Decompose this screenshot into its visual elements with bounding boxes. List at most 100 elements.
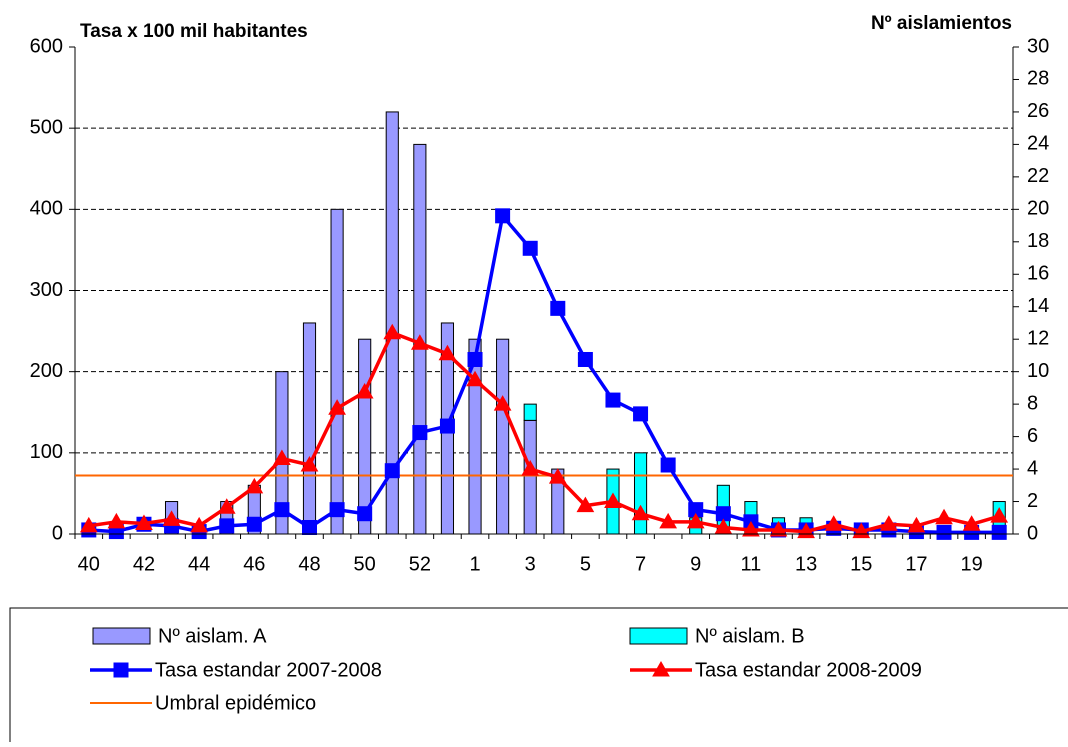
x-tick-label: 3 bbox=[525, 553, 536, 575]
y-tick-label: 600 bbox=[30, 35, 63, 57]
marker bbox=[659, 512, 678, 529]
marker bbox=[467, 351, 483, 367]
legend-label: Tasa estandar 2007-2008 bbox=[155, 659, 382, 681]
x-tick-label: 19 bbox=[960, 553, 982, 575]
bar bbox=[523, 419, 537, 535]
marker bbox=[605, 392, 621, 408]
legend-box bbox=[9, 607, 1068, 747]
marker bbox=[273, 449, 291, 466]
marker bbox=[577, 351, 593, 367]
legend-label: Umbral epidémico bbox=[155, 692, 316, 714]
y2-tick-label: 4 bbox=[1027, 457, 1038, 479]
x-tick-label: 13 bbox=[795, 553, 817, 575]
marker bbox=[824, 515, 843, 531]
y-tick-label: 0 bbox=[52, 522, 63, 544]
marker bbox=[633, 406, 649, 422]
marker bbox=[274, 502, 290, 518]
marker bbox=[466, 370, 484, 387]
marker bbox=[300, 456, 319, 472]
marker bbox=[990, 507, 1009, 523]
marker bbox=[493, 395, 512, 411]
marker bbox=[686, 512, 705, 529]
x-tick-label: 46 bbox=[243, 553, 265, 575]
marker bbox=[217, 498, 236, 514]
marker bbox=[410, 334, 429, 350]
x-tick-label: 40 bbox=[78, 553, 100, 575]
marker bbox=[190, 516, 209, 533]
marker bbox=[576, 496, 595, 513]
legend-label: Tasa estandar 2008-2009 bbox=[695, 659, 922, 681]
x-tick-label: 9 bbox=[690, 553, 701, 575]
marker bbox=[652, 660, 670, 677]
y2-axis-title: Nº aislamientos bbox=[871, 13, 1012, 34]
marker bbox=[135, 514, 153, 530]
y2-tick-label: 26 bbox=[1027, 100, 1049, 122]
x-tick-label: 11 bbox=[741, 553, 762, 575]
y2-tick-label: 14 bbox=[1027, 295, 1049, 317]
marker bbox=[357, 506, 373, 522]
bar bbox=[330, 208, 344, 535]
y2-tick-label: 16 bbox=[1027, 263, 1049, 285]
line bbox=[88, 330, 1000, 534]
marker bbox=[907, 516, 926, 533]
y2-tick-label: 30 bbox=[1027, 35, 1049, 57]
legend-swatch bbox=[92, 627, 151, 645]
x-tick-label: 1 bbox=[469, 553, 480, 575]
x-tick-label: 15 bbox=[850, 553, 872, 575]
x-tick-label: 44 bbox=[188, 553, 210, 575]
marker bbox=[962, 515, 981, 531]
marker bbox=[439, 418, 455, 434]
x-tick-label: 5 bbox=[580, 553, 591, 575]
y-tick-label: 400 bbox=[30, 198, 63, 220]
y2-tick-label: 12 bbox=[1027, 327, 1049, 349]
marker bbox=[660, 457, 676, 473]
marker bbox=[79, 516, 98, 533]
bar bbox=[633, 452, 648, 535]
marker bbox=[355, 382, 374, 399]
y-tick-label: 100 bbox=[30, 441, 63, 463]
marker bbox=[438, 344, 457, 361]
x-tick-label: 48 bbox=[298, 553, 320, 575]
y2-tick-label: 18 bbox=[1027, 230, 1049, 252]
marker bbox=[742, 520, 760, 537]
x-tick-label: 17 bbox=[905, 553, 927, 575]
bar bbox=[523, 403, 537, 421]
y2-tick-label: 8 bbox=[1027, 392, 1038, 414]
marker bbox=[991, 524, 1007, 540]
marker bbox=[219, 518, 235, 534]
legend-swatch bbox=[629, 627, 688, 645]
y2-tick-label: 20 bbox=[1027, 198, 1049, 220]
y2-tick-label: 22 bbox=[1027, 165, 1049, 187]
y2-tick-label: 2 bbox=[1027, 490, 1038, 512]
y-tick-label: 500 bbox=[30, 116, 63, 138]
marker bbox=[412, 425, 428, 441]
marker bbox=[550, 300, 566, 316]
y-tick-label: 300 bbox=[30, 279, 63, 301]
marker bbox=[631, 504, 650, 521]
x-tick-label: 7 bbox=[635, 553, 646, 575]
y2-tick-label: 10 bbox=[1027, 360, 1049, 382]
marker bbox=[604, 492, 622, 509]
marker bbox=[521, 460, 540, 476]
bar bbox=[302, 322, 317, 535]
marker bbox=[246, 516, 262, 532]
marker bbox=[383, 323, 402, 340]
marker bbox=[302, 520, 317, 536]
legend-label: Nº aislam. B bbox=[695, 625, 805, 647]
marker bbox=[495, 208, 511, 224]
marker bbox=[245, 477, 264, 494]
bar bbox=[496, 338, 510, 535]
marker bbox=[522, 240, 538, 256]
marker bbox=[935, 508, 953, 525]
line bbox=[88, 211, 1000, 535]
x-tick-label: 50 bbox=[354, 553, 376, 575]
y2-tick-label: 0 bbox=[1027, 522, 1038, 544]
x-tick-label: 42 bbox=[133, 553, 155, 575]
marker bbox=[113, 662, 129, 678]
y-tick-label: 200 bbox=[30, 360, 63, 382]
marker bbox=[328, 399, 346, 415]
marker bbox=[107, 512, 126, 529]
legend-label: Nº aislam. A bbox=[158, 625, 267, 647]
